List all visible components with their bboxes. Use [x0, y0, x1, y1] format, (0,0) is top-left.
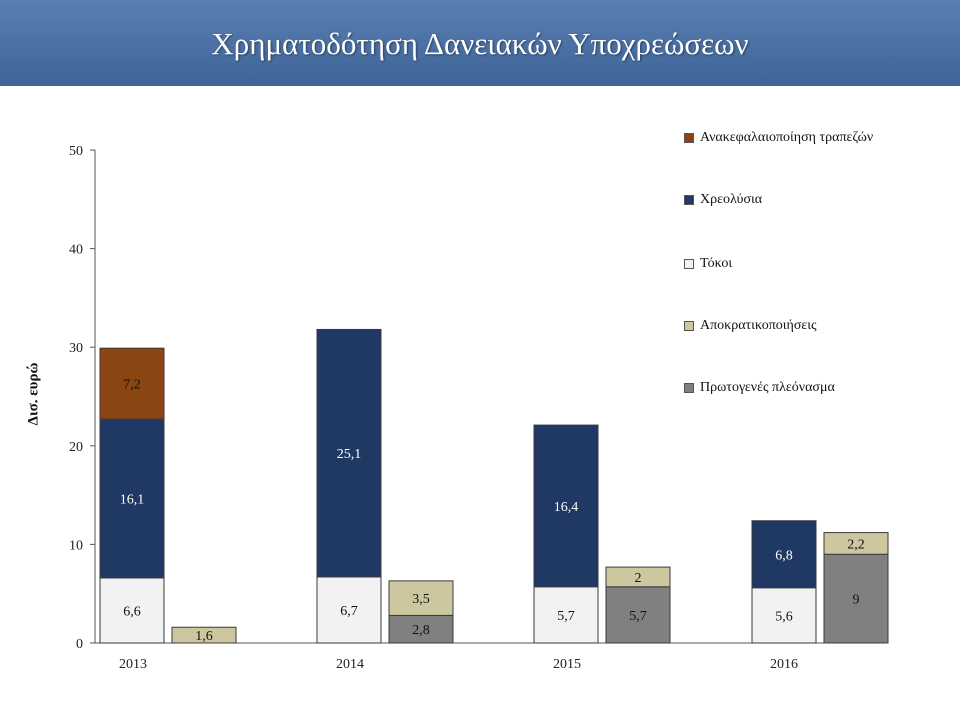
bar-segment: [388, 580, 454, 616]
legend-swatch: [684, 133, 694, 143]
bar-segment: [751, 587, 817, 644]
bar-segment: [823, 553, 889, 644]
legend-item: Αποκρατικοποιήσεις: [684, 316, 817, 336]
data-label: 5,7: [557, 609, 575, 624]
y-tick-label: 0: [76, 637, 83, 652]
legend-label: Χρεολύσια: [700, 192, 763, 207]
legend-swatch: [684, 383, 694, 393]
x-tick-label: 2013: [119, 657, 147, 672]
data-label: 25,1: [337, 447, 362, 462]
bar-segment: [823, 532, 889, 555]
data-label: 16,4: [554, 500, 579, 515]
y-tick-label: 10: [69, 538, 83, 553]
legend-label: Τόκοι: [700, 256, 733, 271]
data-label: 5,6: [775, 609, 793, 624]
data-label: 7,2: [123, 378, 141, 393]
y-tick-label: 40: [69, 243, 83, 258]
bar-segment: [605, 566, 671, 588]
data-label: 5,7: [629, 609, 647, 624]
y-tick-label: 50: [69, 144, 83, 159]
legend-swatch: [684, 321, 694, 331]
bar-segment: [751, 520, 817, 589]
slide-title: Χρηματοδότηση Δανειακών Υποχρεώσεων: [211, 26, 749, 61]
data-label: 16,1: [120, 493, 145, 508]
legend-swatch: [684, 195, 694, 205]
legend-label: Πρωτογενές πλεόνασμα: [700, 380, 835, 395]
bar-segment: [533, 586, 599, 644]
data-label: 3,5: [412, 592, 430, 607]
data-label: 2,8: [412, 623, 430, 638]
data-label: 9: [853, 593, 860, 608]
y-tick-label: 30: [69, 341, 83, 356]
x-tick-label: 2016: [770, 657, 798, 672]
bar-segment: [533, 424, 599, 588]
legend-swatch: [684, 259, 694, 269]
legend-item: Τόκοι: [684, 254, 732, 274]
data-label: 6,6: [123, 604, 141, 619]
legend-item: Χρεολύσια: [684, 190, 762, 210]
legend-label: Αποκρατικοποιήσεις: [700, 318, 817, 333]
x-tick-label: 2015: [553, 657, 581, 672]
bar-segment: [99, 347, 165, 420]
bar-segment: [99, 418, 165, 579]
data-label: 2,2: [847, 537, 865, 552]
data-label: 2: [635, 571, 642, 586]
title-banner: Χρηματοδότηση Δανειακών Υποχρεώσεων: [0, 0, 960, 86]
legend-item: Πρωτογενές πλεόνασμα: [684, 378, 835, 398]
data-label: 6,7: [340, 604, 358, 619]
data-label: 6,8: [775, 548, 793, 563]
bar-segment: [388, 614, 454, 644]
bar-segment: [605, 586, 671, 644]
bar-segment: [316, 576, 382, 644]
data-label: 1,6: [195, 629, 213, 644]
bar-segment: [99, 577, 165, 644]
legend-label: Ανακεφαλαιοποίηση τραπεζών: [700, 130, 874, 145]
bar-segment: [316, 328, 382, 578]
legend-item: Ανακεφαλαιοποίηση τραπεζών: [684, 128, 873, 148]
bar-segment: [171, 626, 237, 644]
y-tick-label: 20: [69, 440, 83, 455]
x-tick-label: 2014: [336, 657, 364, 672]
